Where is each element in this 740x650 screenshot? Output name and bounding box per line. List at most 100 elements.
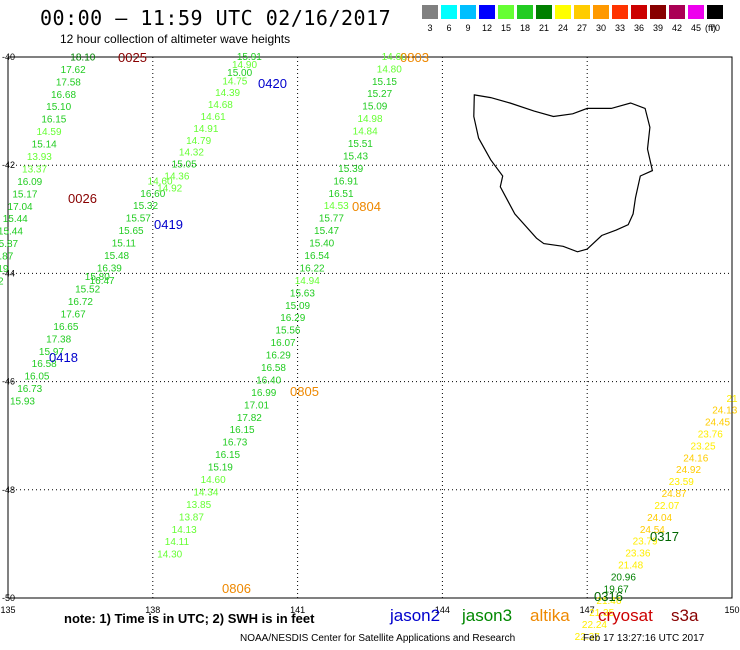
- scale-swatch: [707, 5, 723, 19]
- swh-reading: 14.60: [201, 475, 226, 486]
- scale-label: 6: [446, 23, 452, 33]
- scale-swatch: [422, 5, 438, 19]
- scale-swatch: [441, 5, 457, 19]
- swh-reading: 14.32: [179, 148, 204, 159]
- swh-reading: 15.48: [104, 251, 129, 262]
- swh-reading: 15.17: [12, 189, 37, 200]
- swh-reading: 16.39: [97, 263, 122, 274]
- scale-label: 39: [652, 23, 663, 33]
- swh-reading: 24.92: [676, 465, 701, 476]
- swh-reading: 16.54: [304, 251, 329, 262]
- swh-reading: 15.57: [126, 214, 151, 225]
- pass-id-label: 0806: [222, 581, 251, 596]
- pass-id-label: 0420: [258, 76, 287, 91]
- swh-reading: 16.15: [41, 115, 66, 126]
- swh-reading: 15.63: [290, 288, 315, 299]
- lon-axis-label: 147: [580, 605, 595, 615]
- tasmania-coastline: [473, 94, 654, 253]
- scale-label: 15: [500, 23, 511, 33]
- swh-reading: 24.45: [705, 418, 730, 429]
- swh-reading: 15.10: [46, 102, 71, 113]
- scale-swatch: [479, 5, 495, 19]
- satellite-legend-jason3: jason3: [462, 606, 513, 625]
- swh-reading: 14.59: [37, 127, 62, 138]
- swh-reading: 14.39: [215, 88, 240, 99]
- scale-swatch: [669, 5, 685, 19]
- swh-reading: 16.99: [251, 388, 276, 399]
- swh-reading: 15.11: [112, 239, 137, 250]
- swh-reading: 16.05: [24, 372, 49, 383]
- swh-reading: 16.51: [329, 189, 354, 200]
- swh-reading: 16.09: [17, 177, 42, 188]
- swh-reading: 17.58: [56, 77, 81, 88]
- swh-reading: 23.25: [691, 441, 716, 452]
- swh-reading: 20.96: [611, 572, 636, 583]
- swh-reading: 14.68: [208, 100, 233, 111]
- swh-reading: 16.29: [266, 351, 291, 362]
- swh-reading: 14.92: [157, 183, 182, 194]
- swh-reading: 16.40: [256, 375, 281, 386]
- swh-reading: 14.91: [193, 124, 218, 135]
- swh-reading: 15.87: [0, 252, 14, 263]
- swh-reading: 15.65: [119, 226, 144, 237]
- satellite-legend-s3a: s3a: [671, 606, 699, 625]
- scale-swatch: [593, 5, 609, 19]
- scale-label: 33: [614, 23, 625, 33]
- swh-reading: 14.34: [193, 487, 218, 498]
- swh-reading: 22.37: [575, 632, 600, 643]
- swh-reading: 13.87: [179, 512, 204, 523]
- swh-reading: 15.15: [372, 77, 397, 88]
- swh-reading: 17.01: [244, 400, 269, 411]
- swh-reading: 14.79: [186, 136, 211, 147]
- scale-label: 42: [671, 23, 682, 33]
- swh-reading: 14.60: [382, 52, 407, 63]
- swh-reading: 15.39: [338, 164, 363, 175]
- swh-reading: 15.47: [314, 226, 339, 237]
- swh-reading: 16.29: [280, 313, 305, 324]
- swh-reading: 22.24: [582, 620, 607, 631]
- swh-reading: 16.65: [53, 322, 78, 333]
- swh-reading: 16.72: [68, 297, 93, 308]
- swh-reading: 15.44: [3, 214, 28, 225]
- swh-reading: 14.80: [377, 64, 402, 75]
- scale-swatch: [536, 5, 552, 19]
- pass-id-label: 0804: [352, 199, 381, 214]
- scale-label: 24: [557, 23, 568, 33]
- swh-reading: 14.61: [201, 112, 226, 123]
- lon-axis-label: 144: [435, 605, 450, 615]
- scale-label: 70: [709, 23, 720, 33]
- pass-id-label: 0803: [400, 50, 429, 65]
- swh-reading: 15.44: [0, 227, 23, 238]
- lat-axis-label: -44: [2, 268, 15, 278]
- swh-reading: 23.76: [698, 430, 723, 441]
- swh-reading: 15.87: [0, 239, 19, 250]
- swh-reading: 22.07: [654, 501, 679, 512]
- page-subtitle: 12 hour collection of altimeter wave hei…: [60, 32, 291, 46]
- scale-swatch: [688, 5, 704, 19]
- swh-reading: 15.93: [10, 397, 35, 408]
- satellite-legend-altika: altika: [530, 606, 570, 625]
- scale-label: 27: [576, 23, 587, 33]
- swh-reading: 15.97: [39, 347, 64, 358]
- scale-label: (ft): [705, 23, 716, 33]
- swh-reading: 24.04: [647, 513, 672, 524]
- swh-reading: 17.62: [61, 65, 86, 76]
- swh-reading: 15.05: [172, 160, 197, 171]
- swh-reading: 15.32: [133, 201, 158, 212]
- swh-reading: 16.15: [230, 425, 255, 436]
- swh-reading: 16.91: [333, 176, 358, 187]
- swh-reading: 14.84: [353, 127, 378, 138]
- scale-label: 9: [465, 23, 471, 33]
- lon-axis-label: 138: [145, 605, 160, 615]
- lat-axis-label: -40: [2, 52, 15, 62]
- scale-label: 21: [538, 23, 549, 33]
- swh-reading: 16.42: [0, 276, 4, 287]
- lat-axis-label: -42: [2, 160, 15, 170]
- footer-timestamp: Feb 17 13:27:16 UTC 2017: [583, 633, 705, 644]
- scale-swatch: [498, 5, 514, 19]
- swh-reading: 14.98: [357, 114, 382, 125]
- swh-reading: 16.47: [90, 276, 115, 287]
- swh-reading: 23.36: [625, 549, 650, 560]
- swh-reading: 13.85: [186, 500, 211, 511]
